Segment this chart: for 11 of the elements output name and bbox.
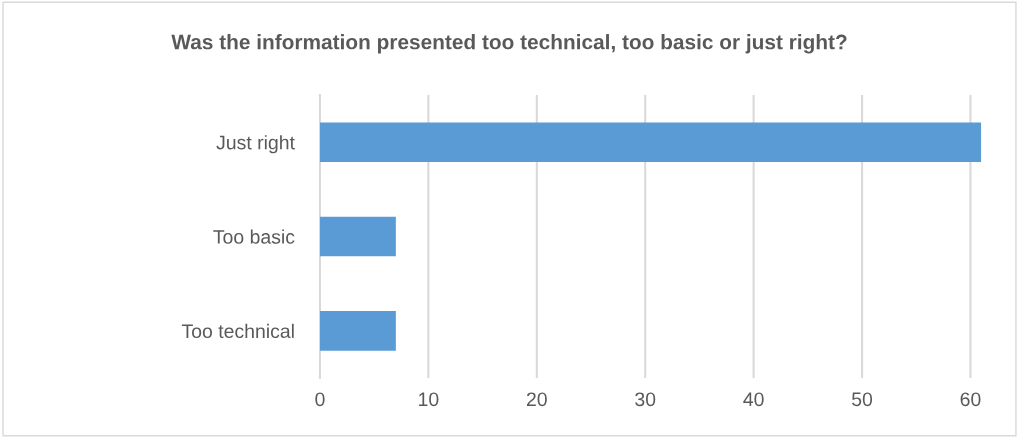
x-tick-label: 10 xyxy=(419,392,439,407)
y-tick-label: Just right xyxy=(216,135,295,154)
y-tick-label: Too basic xyxy=(213,229,295,244)
x-tick-label: 20 xyxy=(526,392,547,407)
x-tick-label: 0 xyxy=(315,392,325,407)
y-tick-label: Too technical xyxy=(181,323,294,339)
x-tick-label: 50 xyxy=(852,392,873,407)
chart-title: Was the information presented too technical, too basic or just right? xyxy=(171,34,847,54)
x-tick-label: 30 xyxy=(635,392,656,407)
x-tick-label: 60 xyxy=(960,392,981,407)
x-tick-label: 40 xyxy=(743,392,764,407)
